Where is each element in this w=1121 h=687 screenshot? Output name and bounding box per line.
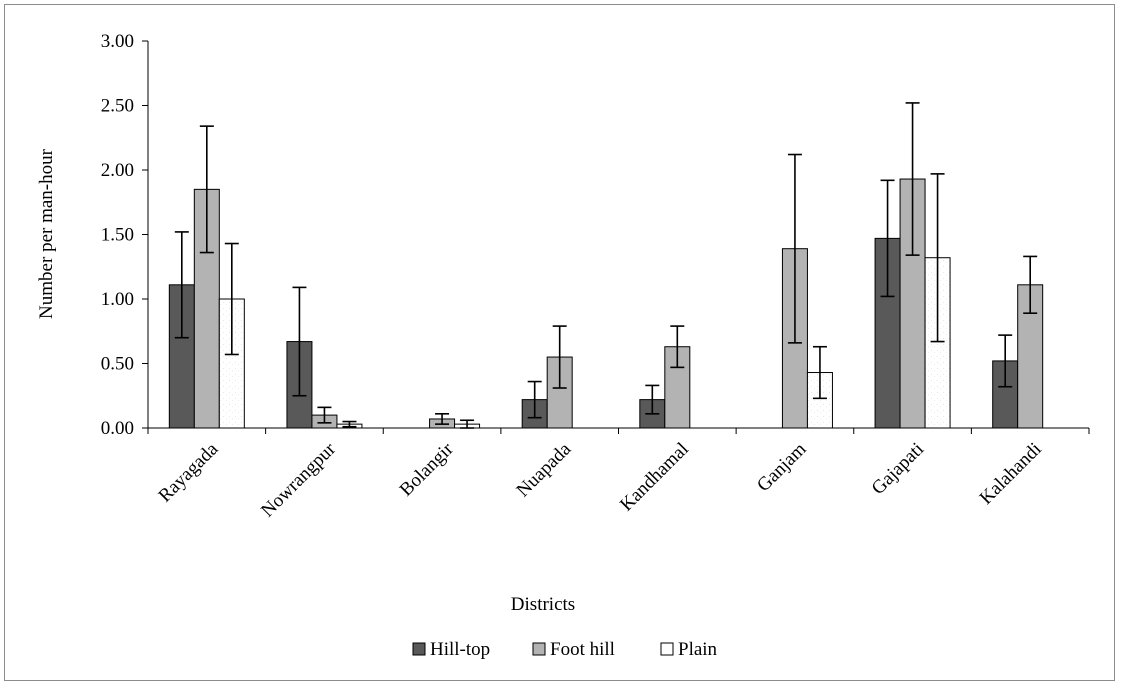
legend-label: Foot hill xyxy=(550,639,615,660)
x-tick-label: Kalahandi xyxy=(976,439,1046,509)
legend-label: Plain xyxy=(678,639,718,660)
y-tick-label: 2.00 xyxy=(101,160,134,181)
legend-swatch-plain xyxy=(660,642,674,656)
y-tick-label: 2.50 xyxy=(101,96,134,117)
legend-swatch-foot-hill xyxy=(532,642,546,656)
bar-hill-top-kalahandi xyxy=(992,360,1019,429)
x-tick-label: Bolangir xyxy=(396,438,458,500)
legend: Hill-top Foot hill Plain xyxy=(412,639,718,660)
y-tick-label: 0.00 xyxy=(101,418,134,439)
y-tick-label: 3.00 xyxy=(101,31,134,52)
x-tick-label: Nuapada xyxy=(513,438,576,501)
y-axis-title: Number per man-hour xyxy=(36,148,57,319)
y-tick-label: 1.50 xyxy=(101,225,134,246)
x-tick-label: Ganjam xyxy=(753,439,811,497)
x-tick-label: Kandhamal xyxy=(616,439,693,516)
x-tick-label: Gajapati xyxy=(868,439,928,499)
legend-label: Hill-top xyxy=(430,639,490,660)
y-tick-label: 1.00 xyxy=(101,289,134,310)
x-axis-title: Districts xyxy=(511,594,575,615)
plot-area: 0.00 0.50 1.00 1.50 2.00 2.50 3.00 Rayagada Nowr… xyxy=(101,31,1090,521)
y-tick-label: 0.50 xyxy=(101,354,134,375)
x-tick-label: Nowrangpur xyxy=(257,438,340,521)
x-tick-label: Rayagada xyxy=(155,438,223,506)
legend-swatch-hill-top xyxy=(412,642,426,656)
